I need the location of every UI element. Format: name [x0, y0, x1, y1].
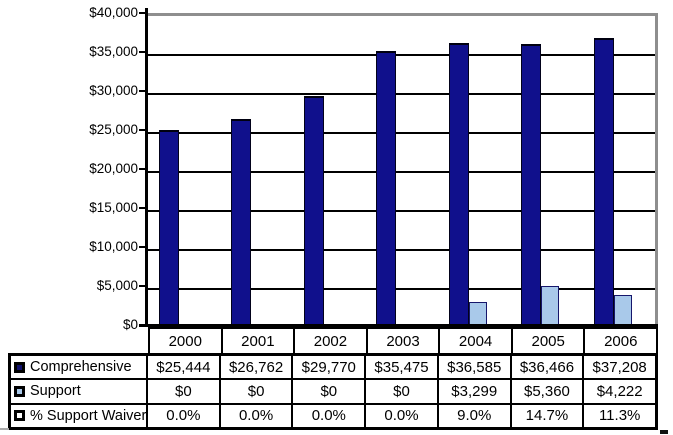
value-cell-2003: $0: [366, 380, 439, 403]
bar-comprehensive-2000: [159, 130, 179, 328]
value-cell-2002: $0: [293, 380, 367, 403]
plot-area: [148, 13, 658, 328]
bar-comprehensive-2001: [231, 119, 251, 328]
y-axis-tick-label: $0: [122, 317, 138, 332]
row-label-text: Support: [30, 383, 81, 400]
value-cell-2001: $26,762: [221, 356, 294, 379]
edge-artifact-mark: [660, 430, 668, 434]
y-axis-tick-label: $20,000: [89, 161, 138, 176]
table-row-comprehensive: Comprehensive $25,444 $26,762 $29,770 $35,47…: [11, 356, 655, 379]
value-cell-2002: 0.0%: [293, 404, 367, 427]
value-cell-2000: 0.0%: [148, 404, 221, 427]
table-row-support: Support $0 $0 $0 $0 $3,299 $5,360 $4,222: [11, 378, 655, 403]
legend-key-icon: [14, 361, 25, 373]
y-axis-tick: [139, 12, 146, 14]
y-axis-tick-label: $35,000: [89, 44, 138, 59]
y-axis-tick-label: $15,000: [89, 200, 138, 215]
y-axis: [145, 8, 148, 327]
value-cell-2001: 0.0%: [221, 404, 294, 427]
y-axis-tick-label: $10,000: [89, 239, 138, 254]
y-axis-tick-label: $25,000: [89, 122, 138, 137]
value-cell-2000: $0: [148, 380, 221, 403]
bar-support-2005: [541, 286, 559, 328]
y-axis-tick-label: $40,000: [89, 5, 138, 20]
legend-key-icon: [14, 385, 25, 397]
y-axis-tick: [139, 51, 146, 53]
gridline: [148, 210, 655, 212]
gridline: [148, 288, 655, 290]
row-label-text: % Support Waiver: [30, 407, 147, 424]
row-label-text: Comprehensive: [30, 359, 132, 376]
gridline: [148, 171, 655, 173]
value-cell-2004: $3,299: [439, 380, 512, 403]
year-cell-2003: 2003: [368, 329, 441, 353]
data-table: Comprehensive $25,444 $26,762 $29,770 $35,47…: [8, 353, 658, 430]
row-label: % Support Waiver: [11, 404, 148, 427]
y-axis-tick: [139, 207, 146, 209]
value-cell-2003: 0.0%: [366, 404, 439, 427]
value-cell-2001: $0: [221, 380, 294, 403]
row-label: Support: [11, 380, 148, 403]
y-axis-tick: [139, 246, 146, 248]
bar-comprehensive-2005: [521, 44, 541, 328]
gridline: [148, 132, 655, 134]
bar-comprehensive-2003: [376, 51, 396, 328]
value-cell-2006: 11.3%: [598, 407, 641, 425]
bar-comprehensive-2004: [449, 43, 469, 328]
value-cell-2003: $35,475: [366, 356, 439, 379]
edge-artifact-mark: [0, 428, 9, 430]
gridline: [148, 249, 655, 251]
gridline: [148, 93, 655, 95]
value-cell-2005: $5,360: [512, 380, 585, 403]
value-cell-2004: 9.0%: [439, 404, 512, 427]
y-axis-tick-label: $30,000: [89, 83, 138, 98]
y-axis-tick-label: $5,000: [96, 278, 138, 293]
value-cell-2005: $36,466: [512, 356, 585, 379]
y-axis-tick: [139, 168, 146, 170]
value-cell-2004: $36,585: [439, 356, 512, 379]
bar-comprehensive-2006: [594, 38, 614, 328]
value-cell-2002: $29,770: [293, 356, 367, 379]
year-cell-2001: 2001: [223, 329, 296, 353]
row-label: Comprehensive: [11, 356, 148, 379]
year-cell-2000: 2000: [150, 329, 223, 353]
legend-key-icon: [14, 410, 25, 422]
year-cell-2002: 2002: [295, 329, 368, 353]
table-row--support-waiver: % Support Waiver 0.0% 0.0% 0.0% 0.0% 9.0% 14.7…: [11, 402, 655, 427]
x-axis: [139, 324, 658, 327]
year-cell-2006: 2006: [604, 332, 638, 350]
y-axis-tick: [139, 129, 146, 131]
y-axis-tick: [139, 90, 146, 92]
year-cell-2004: 2004: [440, 329, 513, 353]
value-cell-2000: $25,444: [148, 356, 221, 379]
value-cell-2006: $37,208: [592, 358, 647, 376]
gridline: [148, 54, 655, 56]
y-axis-tick: [139, 324, 146, 326]
year-cell-2005: 2005: [513, 329, 586, 353]
y-axis-tick: [139, 285, 146, 287]
category-header-row: 2000 2001 2002 2003 2004 2005 2006: [148, 327, 658, 353]
value-cell-2006: $4,222: [596, 382, 643, 400]
bar-comprehensive-2002: [304, 96, 324, 328]
value-cell-2005: 14.7%: [512, 404, 585, 427]
